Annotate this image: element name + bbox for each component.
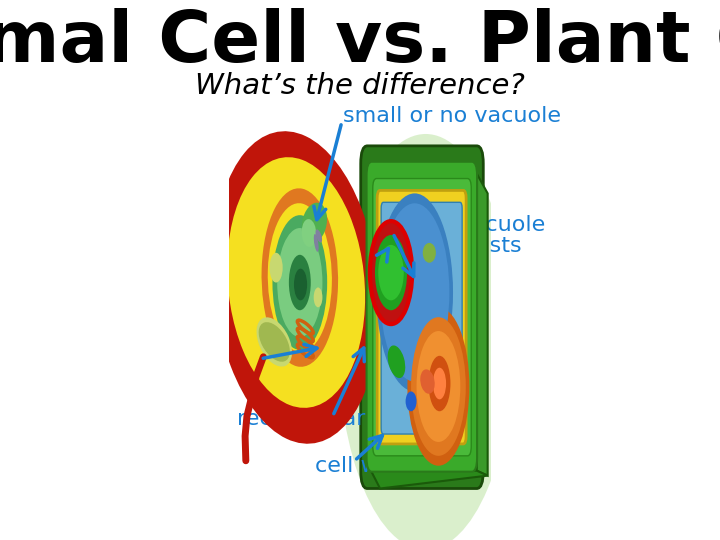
Ellipse shape — [314, 287, 323, 307]
Ellipse shape — [420, 369, 435, 394]
Ellipse shape — [277, 228, 323, 337]
Ellipse shape — [269, 253, 283, 282]
Ellipse shape — [338, 134, 513, 540]
Text: Animal Cell vs. Plant Cell: Animal Cell vs. Plant Cell — [0, 9, 720, 77]
Ellipse shape — [405, 392, 417, 411]
Text: small or no vacuole: small or no vacuole — [343, 106, 561, 126]
FancyBboxPatch shape — [377, 191, 466, 444]
Text: rectangluar shape: rectangluar shape — [237, 409, 439, 429]
Ellipse shape — [256, 318, 292, 367]
Ellipse shape — [428, 356, 451, 411]
Ellipse shape — [380, 203, 449, 382]
Text: flagella: flagella — [325, 344, 406, 364]
Ellipse shape — [375, 235, 407, 310]
Ellipse shape — [268, 203, 332, 352]
Text: cell wall: cell wall — [315, 456, 405, 476]
Ellipse shape — [302, 202, 327, 244]
Polygon shape — [371, 471, 487, 489]
Ellipse shape — [370, 221, 412, 324]
Ellipse shape — [377, 193, 453, 392]
FancyBboxPatch shape — [366, 161, 477, 471]
Ellipse shape — [315, 230, 322, 242]
Ellipse shape — [238, 245, 302, 389]
Ellipse shape — [213, 131, 379, 444]
Ellipse shape — [411, 317, 466, 456]
Ellipse shape — [314, 234, 319, 252]
Ellipse shape — [272, 215, 327, 350]
Ellipse shape — [258, 322, 290, 362]
Text: large vacuole: large vacuole — [395, 215, 545, 235]
Ellipse shape — [289, 255, 311, 310]
Ellipse shape — [228, 157, 365, 408]
Ellipse shape — [261, 188, 338, 367]
Ellipse shape — [423, 243, 436, 263]
Text: chloroplasts: chloroplasts — [387, 236, 522, 256]
Ellipse shape — [433, 368, 446, 400]
Ellipse shape — [256, 188, 307, 288]
FancyBboxPatch shape — [373, 179, 472, 456]
Ellipse shape — [302, 219, 316, 247]
Text: What’s the difference?: What’s the difference? — [195, 72, 525, 100]
Ellipse shape — [293, 211, 351, 324]
Ellipse shape — [378, 245, 404, 300]
FancyBboxPatch shape — [381, 202, 462, 434]
FancyBboxPatch shape — [361, 146, 483, 489]
Ellipse shape — [387, 346, 405, 378]
Ellipse shape — [417, 331, 460, 442]
Polygon shape — [477, 173, 487, 476]
Ellipse shape — [294, 269, 307, 300]
Ellipse shape — [408, 307, 469, 465]
